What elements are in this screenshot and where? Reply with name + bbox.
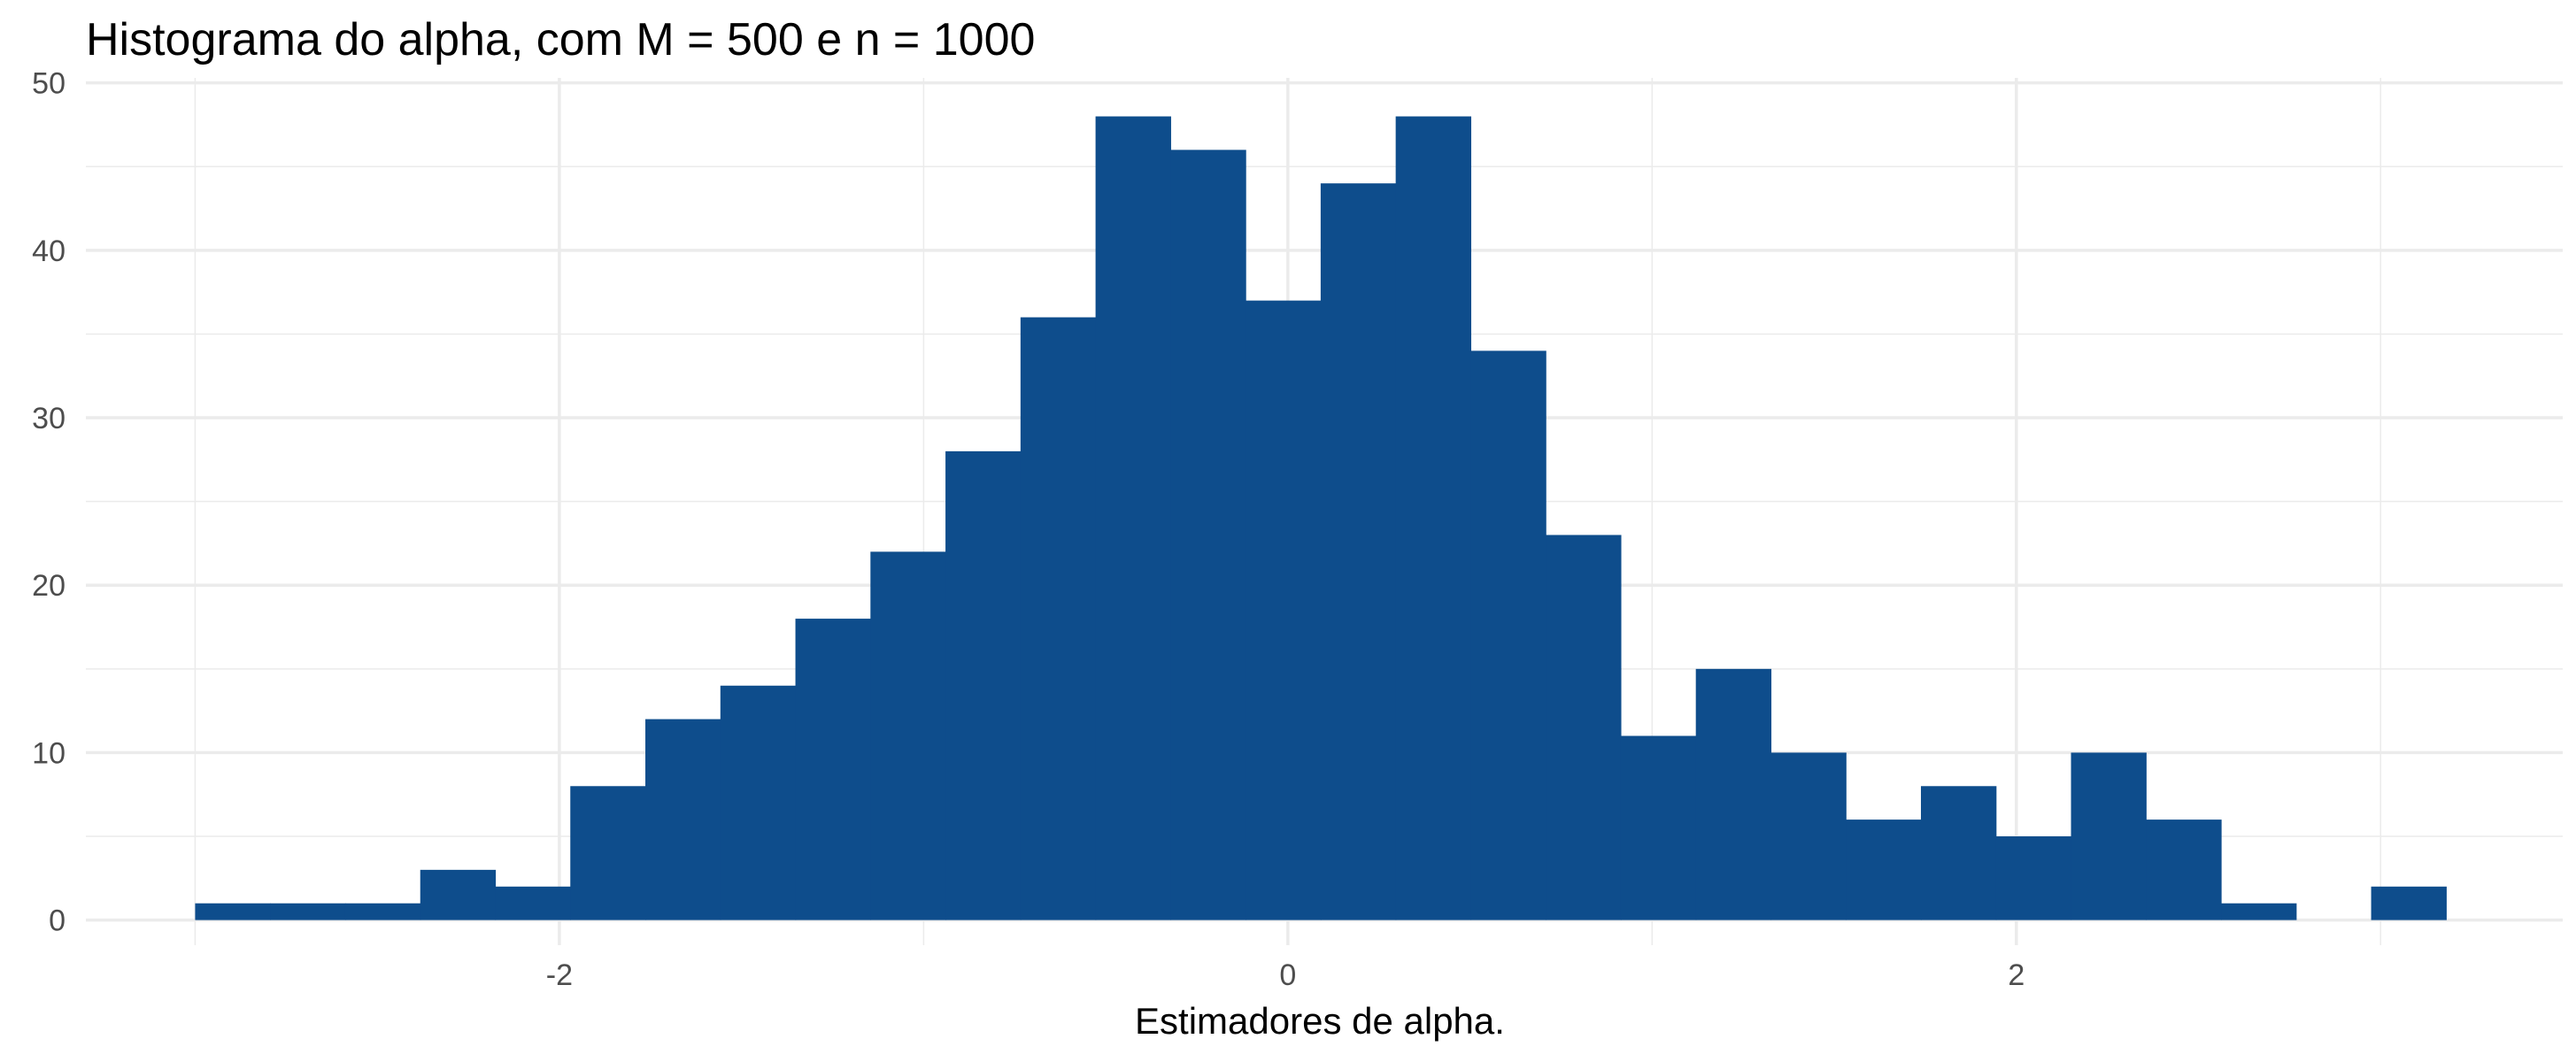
histogram-bar xyxy=(495,886,571,920)
histogram-bar xyxy=(2146,820,2222,920)
x-tick-label: 0 xyxy=(1279,958,1296,992)
histogram-bar xyxy=(2221,903,2297,920)
histogram-bar xyxy=(420,869,497,920)
histogram-bar xyxy=(1546,535,1622,920)
histogram-bar xyxy=(1770,752,1847,920)
x-axis-label: Estimadores de alpha. xyxy=(1135,1000,1505,1042)
histogram-bar xyxy=(645,719,721,920)
histogram-bar xyxy=(1170,150,1246,920)
x-axis-ticks: -2 0 2 xyxy=(546,958,2025,992)
y-tick-label: 40 xyxy=(32,235,66,268)
histogram-bar xyxy=(270,903,346,920)
y-tick-label: 0 xyxy=(49,904,66,938)
histogram-bar xyxy=(870,551,946,920)
y-axis-ticks: 0 10 20 30 40 50 xyxy=(32,67,66,938)
x-tick-label: 2 xyxy=(2008,958,2025,992)
histogram-bar xyxy=(1020,317,1097,920)
chart-title: Histograma do alpha, com M = 500 e n = 1… xyxy=(86,14,1035,65)
y-tick-label: 30 xyxy=(32,402,66,435)
histogram-bar xyxy=(195,903,271,920)
histogram-bar xyxy=(1920,786,1997,920)
histogram-bar xyxy=(1470,350,1546,920)
y-tick-label: 50 xyxy=(32,67,66,101)
histogram-bar xyxy=(1395,116,1472,920)
histogram-bar xyxy=(1620,735,1697,920)
bars xyxy=(195,116,2447,920)
histogram-bar xyxy=(1695,668,1772,920)
histogram-bar xyxy=(945,450,1022,920)
histogram-bar xyxy=(1246,300,1322,920)
histogram-bar xyxy=(570,786,646,920)
y-tick-label: 20 xyxy=(32,569,66,603)
x-tick-label: -2 xyxy=(546,958,573,992)
histogram-bar xyxy=(344,903,421,920)
histogram-bar xyxy=(1320,183,1397,920)
histogram-bar xyxy=(720,685,797,920)
histogram-bar xyxy=(2371,886,2447,920)
histogram-bar xyxy=(2071,752,2147,920)
y-tick-label: 10 xyxy=(32,736,66,770)
histogram-bar xyxy=(1846,820,1922,920)
histogram-bar xyxy=(1995,836,2072,920)
histogram-bar xyxy=(1095,116,1171,920)
histogram-bar xyxy=(795,619,871,920)
